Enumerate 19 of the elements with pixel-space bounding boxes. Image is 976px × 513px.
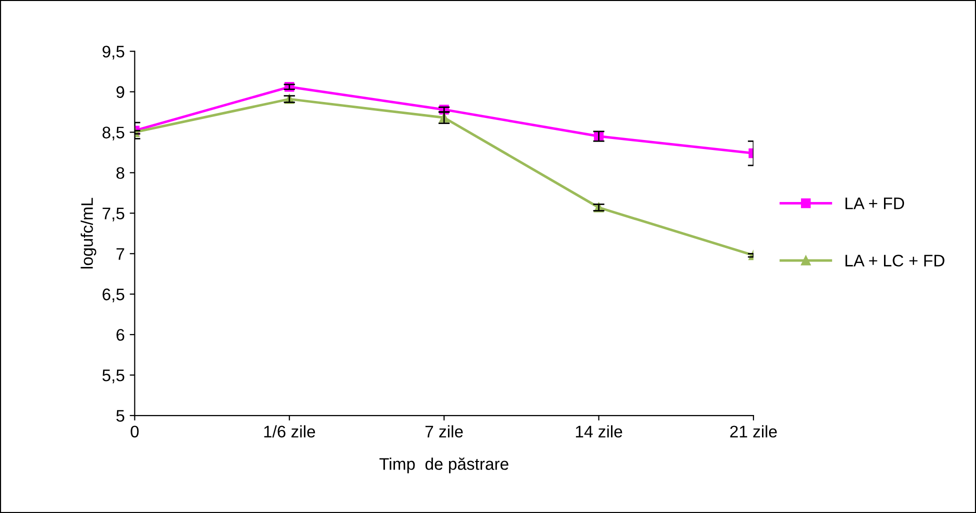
legend-label: LA + FD [846,198,904,210]
x-tick-label: 7 zile [425,425,463,438]
y-tick-label: 7 [116,248,124,260]
x-axis-title: Timp de păstrare [379,457,508,474]
legend-label: LA + LC + FD [846,254,944,266]
y-tick-label: 5 [116,410,124,422]
y-tick-label: 6 [116,328,124,341]
y-tick-label: 5,5 [102,370,124,384]
y-axis-title: logufc/mL [80,198,96,268]
y-tick-label: 9,5 [102,46,124,60]
y-tick-label: 7,5 [102,208,124,222]
y-tick-label: 8,5 [102,126,124,140]
x-tick-label: 1/6 zile [264,425,316,438]
x-tick-label: 14 zile [576,425,622,438]
x-tick-label: 0 [130,426,139,438]
x-tick-label: 21 zile [730,425,777,438]
y-tick-label: 6,5 [102,288,124,302]
y-tick-label: 8 [116,167,124,179]
y-tick-label: 9 [116,86,124,98]
